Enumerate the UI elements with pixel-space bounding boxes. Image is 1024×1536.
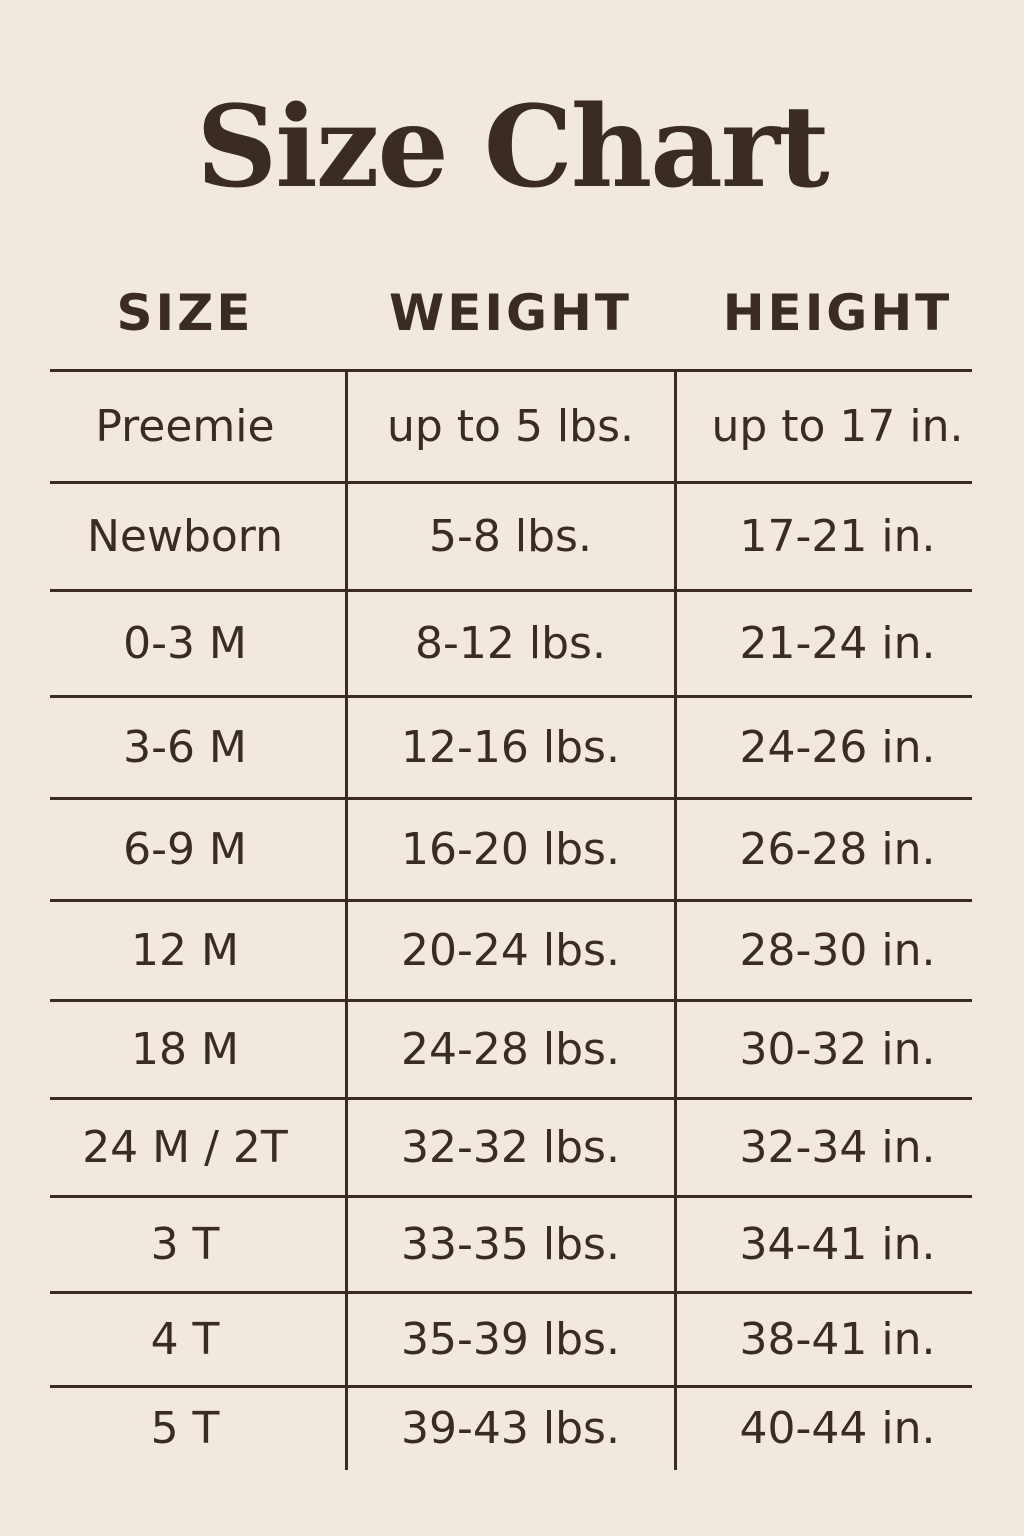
size-cell: Preemie <box>95 401 275 452</box>
height-cell: 40-44 in. <box>739 1403 936 1454</box>
row-divider <box>50 481 972 484</box>
height-cell: 34-41 in. <box>739 1219 936 1270</box>
weight-cell: 33-35 lbs. <box>401 1219 620 1270</box>
weight-cell: 24-28 lbs. <box>401 1024 620 1075</box>
weight-cell: 5-8 lbs. <box>429 511 592 562</box>
height-cell: 21-24 in. <box>739 618 936 669</box>
height-cell: 24-26 in. <box>739 722 936 773</box>
height-cell: 17-21 in. <box>739 511 936 562</box>
weight-cell: 16-20 lbs. <box>401 824 620 875</box>
row-divider <box>50 797 972 800</box>
height-cell: 30-32 in. <box>739 1024 936 1075</box>
header-height: HEIGHT <box>722 284 953 342</box>
size-cell: 4 T <box>150 1314 220 1365</box>
size-cell: 0-3 M <box>123 618 247 669</box>
row-divider <box>50 1385 972 1388</box>
row-divider <box>50 695 972 698</box>
header-size: SIZE <box>116 284 254 342</box>
weight-cell: 39-43 lbs. <box>401 1403 620 1454</box>
weight-cell: up to 5 lbs. <box>386 401 634 452</box>
page-title: Size Chart <box>196 82 829 213</box>
height-cell: 32-34 in. <box>739 1122 936 1173</box>
row-divider <box>50 1195 972 1198</box>
row-divider <box>50 589 972 592</box>
weight-cell: 8-12 lbs. <box>415 618 606 669</box>
height-cell: up to 17 in. <box>711 401 964 452</box>
row-divider <box>50 999 972 1002</box>
size-cell: Newborn <box>86 511 284 562</box>
row-divider <box>50 1097 972 1100</box>
row-divider <box>50 899 972 902</box>
header-weight: WEIGHT <box>389 284 632 342</box>
height-cell: 26-28 in. <box>739 824 936 875</box>
height-cell: 38-41 in. <box>739 1314 936 1365</box>
size-cell: 24 M / 2T <box>82 1122 288 1173</box>
weight-cell: 35-39 lbs. <box>401 1314 620 1365</box>
size-cell: 3-6 M <box>123 722 247 773</box>
column-divider <box>674 369 677 1470</box>
height-cell: 28-30 in. <box>739 925 936 976</box>
size-cell: 12 M <box>131 925 239 976</box>
weight-cell: 20-24 lbs. <box>401 925 620 976</box>
row-divider <box>50 1291 972 1294</box>
column-divider <box>345 369 348 1470</box>
row-divider <box>50 369 972 372</box>
weight-cell: 12-16 lbs. <box>401 722 620 773</box>
size-cell: 3 T <box>150 1219 220 1270</box>
weight-cell: 32-32 lbs. <box>401 1122 620 1173</box>
size-cell: 6-9 M <box>123 824 247 875</box>
size-cell: 18 M <box>131 1024 239 1075</box>
size-cell: 5 T <box>150 1403 220 1454</box>
